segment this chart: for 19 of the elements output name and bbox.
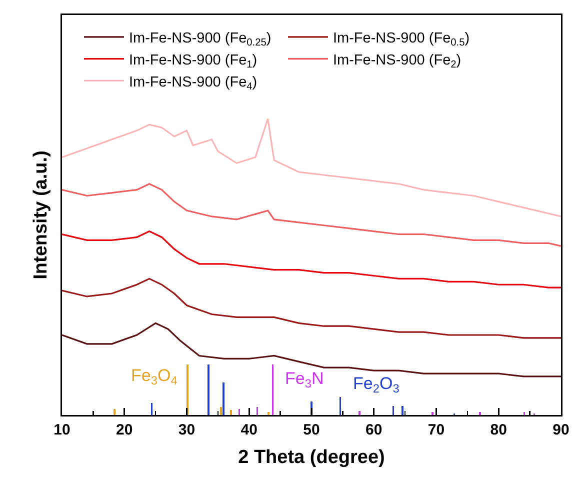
x-tick-label: 20 <box>116 422 133 438</box>
annotation: Fe$_{3}$O$_{4}$ <box>131 366 178 388</box>
annotation: Fe$_{3}$N <box>285 369 324 391</box>
x-tick-label: 30 <box>178 422 196 438</box>
x-tick-label: 80 <box>490 422 507 438</box>
x-tick-label: 70 <box>428 422 445 438</box>
legend-label: Im-Fe-NS-900 (Fe$_{0.5}$) <box>333 30 470 49</box>
x-tick-label: 90 <box>552 422 570 438</box>
legend-label: Im-Fe-NS-900 (Fe$_{0.25}$) <box>129 30 272 49</box>
x-tick-label: 50 <box>303 422 320 438</box>
legend-label: Im-Fe-NS-900 (Fe$_{4}$) <box>129 74 258 92</box>
legend-label: Im-Fe-NS-900 (Fe$_{1}$) <box>129 52 258 70</box>
x-tick-label: 40 <box>240 422 258 438</box>
legend-label: Im-Fe-NS-900 (Fe$_{2}$) <box>333 52 462 70</box>
x-tick-label: 60 <box>366 422 382 438</box>
x-tick-label: 10 <box>54 422 70 438</box>
y-axis-title: Intensity (a.u.) <box>30 150 52 280</box>
x-axis-title: 2 Theta (degree) <box>238 447 385 468</box>
annotation: Fe$_{2}$O$_{3}$ <box>353 374 400 396</box>
